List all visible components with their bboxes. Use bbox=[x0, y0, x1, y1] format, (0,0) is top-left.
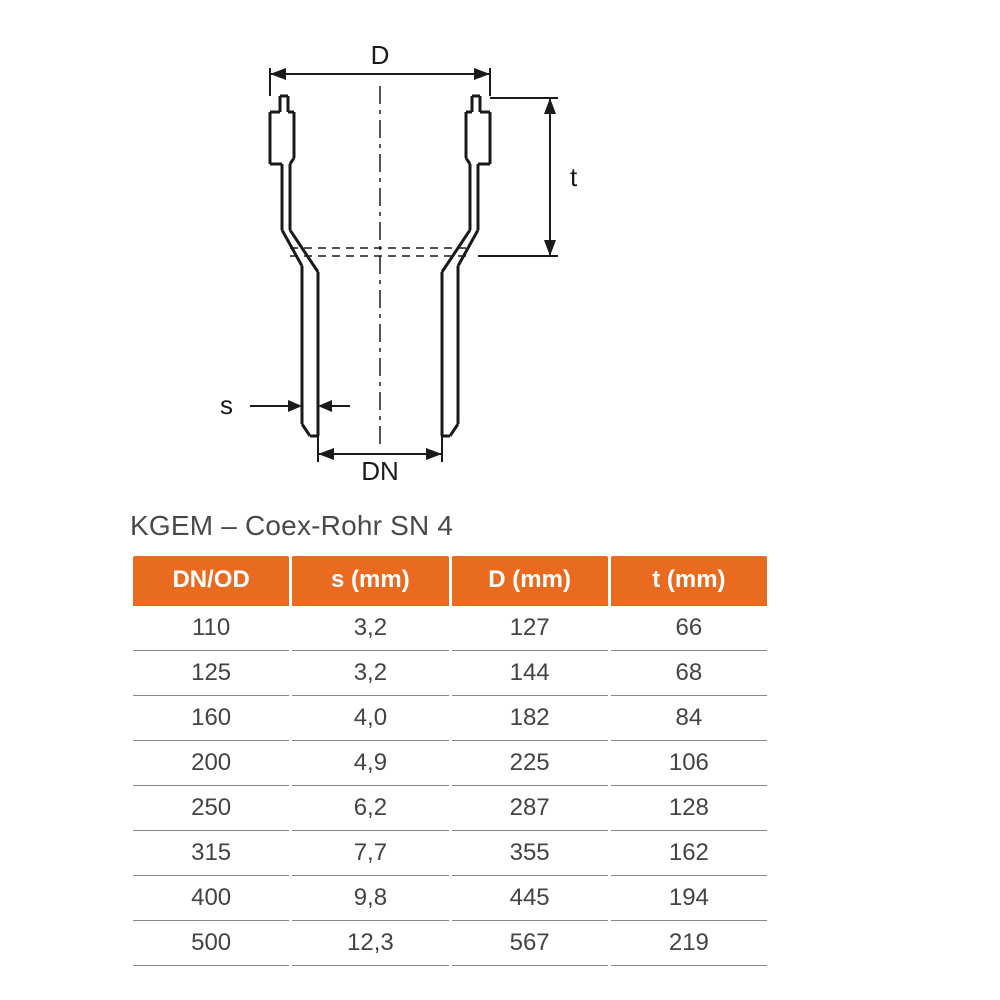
col-header-t: t (mm) bbox=[611, 556, 767, 606]
table-row: 200 4,9 225 106 bbox=[133, 741, 767, 786]
table-row: 125 3,2 144 68 bbox=[133, 651, 767, 696]
table-row: 400 9,8 445 194 bbox=[133, 876, 767, 921]
table-header-row: DN/OD s (mm) D (mm) t (mm) bbox=[133, 556, 767, 606]
table-row: 110 3,2 127 66 bbox=[133, 606, 767, 651]
col-header-s: s (mm) bbox=[292, 556, 448, 606]
spec-table-area: KGEM – Coex-Rohr SN 4 DN/OD s (mm) D (mm… bbox=[130, 510, 770, 966]
spec-table: DN/OD s (mm) D (mm) t (mm) 110 3,2 127 6… bbox=[130, 556, 770, 966]
label-s: s bbox=[220, 390, 233, 420]
label-D: D bbox=[371, 40, 390, 70]
label-DN: DN bbox=[361, 456, 399, 480]
table-body: 110 3,2 127 66 125 3,2 144 68 160 4,0 18… bbox=[133, 606, 767, 966]
table-title: KGEM – Coex-Rohr SN 4 bbox=[130, 510, 770, 542]
pipe-diagram-svg: D bbox=[190, 40, 650, 480]
technical-diagram: D bbox=[190, 40, 650, 480]
table-row: 500 12,3 567 219 bbox=[133, 921, 767, 966]
col-header-d: D (mm) bbox=[452, 556, 608, 606]
table-row: 160 4,0 182 84 bbox=[133, 696, 767, 741]
table-row: 250 6,2 287 128 bbox=[133, 786, 767, 831]
table-row: 315 7,7 355 162 bbox=[133, 831, 767, 876]
label-t: t bbox=[570, 162, 578, 192]
col-header-dn: DN/OD bbox=[133, 556, 289, 606]
